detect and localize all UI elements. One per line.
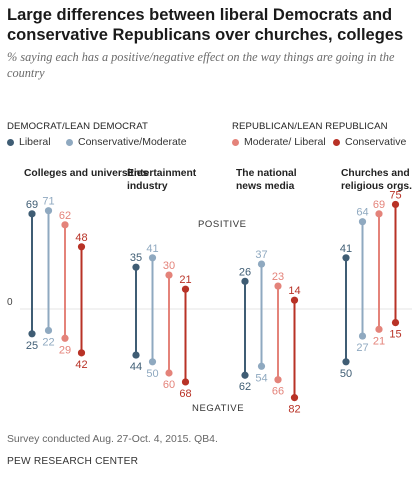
- colleges-conservative-moderate-negative-label: 22: [42, 336, 54, 348]
- news-media-liberal-positive-label: 26: [239, 266, 251, 278]
- legend-group-democrat: DEMOCRAT/LEAN DEMOCRAT: [7, 121, 148, 132]
- zero-axis-label: 0: [7, 297, 13, 308]
- category-label-news-media: The national news media: [236, 168, 297, 192]
- negative-label: NEGATIVE: [192, 403, 244, 414]
- legend-swatch-liberal: [7, 138, 14, 146]
- legend-label-liberal: Liberal: [19, 136, 51, 148]
- entertainment-liberal-negative-point: [132, 351, 140, 359]
- news-media-conservative-moderate-positive-point: [257, 260, 266, 268]
- news-media-conservative-moderate-negative-label: 54: [255, 372, 267, 384]
- entertainment-conservative-moderate-positive-point: [148, 254, 157, 262]
- legend-item-conservative-moderate: Conservative/Moderate: [66, 136, 187, 148]
- legend-group-republican: REPUBLICAN/LEAN REPUBLICAN: [232, 121, 388, 132]
- churches-conservative-negative-label: 15: [389, 329, 401, 341]
- entertainment-conservative-positive-label: 21: [179, 274, 191, 286]
- entertainment-liberal-negative-label: 44: [130, 361, 142, 373]
- churches-conservative-moderate-positive-point: [358, 218, 367, 226]
- colleges-liberal-positive-label: 69: [26, 199, 38, 211]
- colleges-liberal-negative-label: 25: [26, 340, 38, 352]
- legend-swatch-moderate-liberal: [232, 138, 239, 146]
- entertainment-moderate-liberal-negative-label: 60: [163, 379, 175, 391]
- colleges-conservative-positive-label: 48: [75, 232, 87, 244]
- survey-note: Survey conducted Aug. 27-Oct. 4, 2015. Q…: [7, 434, 218, 445]
- churches-conservative-positive-point: [391, 200, 400, 209]
- category-label-colleges: Colleges and universities: [24, 168, 149, 179]
- news-media-conservative-moderate-negative-point: [257, 362, 266, 370]
- churches-liberal-negative-label: 50: [340, 368, 352, 380]
- news-media-conservative-moderate-positive-label: 37: [255, 249, 267, 261]
- colleges-conservative-positive-point: [77, 243, 86, 251]
- colleges-conservative-moderate-positive-point: [44, 207, 53, 215]
- legend-item-liberal: Liberal: [7, 136, 51, 148]
- news-media-conservative-negative-label: 82: [288, 404, 300, 416]
- churches-moderate-liberal-positive-label: 69: [373, 199, 385, 211]
- news-media-liberal-negative-label: 62: [239, 381, 251, 393]
- legend-label-conservative-moderate: Conservative/Moderate: [78, 136, 187, 148]
- colleges-conservative-negative-point: [77, 349, 86, 357]
- entertainment-conservative-moderate-positive-label: 41: [146, 243, 158, 255]
- news-media-liberal-positive-point: [241, 277, 249, 285]
- entertainment-conservative-positive-point: [181, 285, 190, 293]
- colleges-conservative-moderate-negative-point: [44, 326, 53, 335]
- news-media-moderate-liberal-negative-point: [274, 376, 282, 384]
- colleges-liberal-negative-point: [28, 330, 36, 338]
- news-media-moderate-liberal-positive-label: 23: [272, 271, 284, 283]
- news-media-conservative-positive-label: 14: [288, 285, 300, 297]
- churches-liberal-positive-label: 41: [340, 243, 352, 255]
- colleges-moderate-liberal-negative-point: [61, 334, 69, 342]
- entertainment-moderate-liberal-positive-label: 30: [163, 260, 175, 272]
- entertainment-moderate-liberal-negative-point: [165, 369, 173, 377]
- category-label-entertainment: Entertainment industry: [127, 168, 197, 192]
- colleges-liberal-positive-point: [28, 210, 36, 218]
- chart-title: Large differences between liberal Democr…: [7, 6, 404, 44]
- chart-subtitle: % saying each has a positive/negative ef…: [7, 50, 395, 80]
- colleges-moderate-liberal-positive-label: 62: [59, 210, 71, 222]
- churches-moderate-liberal-positive-point: [375, 210, 383, 218]
- entertainment-liberal-positive-point: [132, 263, 140, 271]
- colleges-conservative-negative-label: 42: [75, 359, 87, 371]
- churches-conservative-moderate-negative-point: [358, 332, 367, 340]
- colleges-conservative-moderate-positive-label: 71: [42, 196, 54, 208]
- entertainment-moderate-liberal-positive-point: [165, 271, 173, 279]
- entertainment-conservative-negative-point: [181, 378, 190, 386]
- entertainment-conservative-moderate-negative-point: [148, 358, 157, 366]
- news-media-moderate-liberal-positive-point: [274, 282, 282, 290]
- colleges-moderate-liberal-negative-label: 29: [59, 344, 71, 356]
- entertainment-conservative-negative-label: 68: [179, 388, 191, 400]
- churches-conservative-positive-label: 75: [389, 189, 401, 201]
- legend-item-moderate-liberal: Moderate/ Liberal: [232, 136, 326, 148]
- churches-moderate-liberal-negative-label: 21: [373, 335, 385, 347]
- news-media-conservative-positive-point: [290, 296, 299, 304]
- news-media-moderate-liberal-negative-label: 66: [272, 386, 284, 398]
- churches-liberal-positive-point: [342, 254, 350, 262]
- legend-swatch-conservative: [333, 138, 340, 146]
- category-label-churches: Churches and religious orgs.: [341, 168, 412, 192]
- churches-conservative-moderate-negative-label: 27: [356, 342, 368, 354]
- churches-liberal-negative-point: [342, 358, 350, 366]
- source-label: PEW RESEARCH CENTER: [7, 456, 139, 467]
- entertainment-conservative-moderate-negative-label: 50: [146, 368, 158, 380]
- colleges-moderate-liberal-positive-point: [61, 221, 69, 229]
- legend-swatch-conservative-moderate: [66, 138, 73, 146]
- news-media-liberal-negative-point: [241, 371, 249, 379]
- legend-label-moderate-liberal: Moderate/ Liberal: [244, 136, 326, 148]
- positive-label: POSITIVE: [198, 219, 247, 230]
- legend-item-conservative: Conservative: [333, 136, 406, 148]
- churches-conservative-negative-point: [391, 319, 400, 327]
- churches-moderate-liberal-negative-point: [375, 325, 383, 333]
- entertainment-liberal-positive-label: 35: [130, 252, 142, 264]
- churches-conservative-moderate-positive-label: 64: [356, 207, 368, 219]
- legend-label-conservative: Conservative: [345, 136, 407, 148]
- news-media-conservative-negative-point: [290, 394, 299, 402]
